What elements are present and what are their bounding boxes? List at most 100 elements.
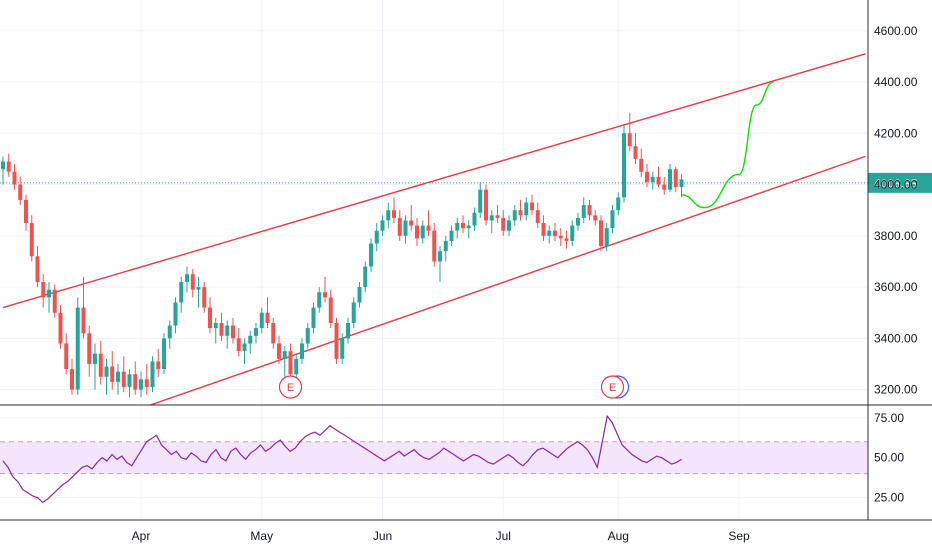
event-marker xyxy=(278,375,303,399)
candle-body xyxy=(139,379,143,390)
candle-body xyxy=(162,338,166,370)
last-price-badge xyxy=(868,172,932,193)
candle-body xyxy=(351,302,356,323)
last-price-label: 4006.65 xyxy=(874,177,918,191)
candle-body xyxy=(650,176,655,182)
candle-body xyxy=(202,287,207,308)
candle-body xyxy=(248,335,253,344)
rsi-tick-label: 50.00 xyxy=(874,451,904,465)
candle-body xyxy=(317,292,322,308)
candle-body xyxy=(173,302,178,326)
axes: 3200.00 3400.00 3600.00 3800.00 4000.00 4200.… xyxy=(0,0,932,543)
rsi-band-fill xyxy=(0,441,868,474)
candle-body xyxy=(558,235,563,239)
price-tick-label: 4400.00 xyxy=(874,75,918,89)
candle-body xyxy=(156,361,161,370)
candle-body xyxy=(501,217,506,231)
projection-path xyxy=(681,81,774,209)
candle-body xyxy=(627,133,632,147)
candle-body xyxy=(420,225,425,239)
price-tick-label: 4600.00 xyxy=(874,24,918,38)
rsi-tick-label: 75.00 xyxy=(874,411,904,425)
time-tick-label: Apr xyxy=(132,529,151,543)
candle-body xyxy=(271,322,276,344)
candle-body xyxy=(466,225,471,229)
candle-body xyxy=(673,169,678,188)
candle-body xyxy=(443,240,448,252)
candle-body xyxy=(300,343,304,359)
candle-body xyxy=(70,369,74,390)
time-tick-label: Sep xyxy=(728,529,750,543)
candle-body xyxy=(1,161,5,170)
candle-body xyxy=(93,353,97,364)
candle-body xyxy=(564,238,569,241)
candle-body xyxy=(426,225,431,231)
candle-body xyxy=(581,205,586,218)
candle-body xyxy=(334,322,339,359)
candle-body xyxy=(29,223,34,257)
candle-body xyxy=(668,169,672,190)
time-tick-label: Aug xyxy=(608,529,629,543)
candle-body xyxy=(553,230,557,236)
candle-body xyxy=(288,351,293,375)
price-tick-label: 3600.00 xyxy=(874,280,918,294)
candle-body xyxy=(622,133,626,198)
candle-body xyxy=(150,361,155,388)
candle-body xyxy=(127,374,132,388)
candle-body xyxy=(392,210,396,218)
event-marker xyxy=(600,375,625,399)
candle-body xyxy=(645,171,649,182)
candle-body xyxy=(259,312,264,329)
candle-body xyxy=(587,205,592,216)
candle-body xyxy=(305,328,310,344)
candles xyxy=(1,112,684,398)
candle-body xyxy=(616,197,621,211)
candle-body xyxy=(484,189,488,221)
candle-body xyxy=(254,328,258,336)
candle-body xyxy=(225,325,230,336)
candle-body xyxy=(403,220,408,236)
candle-body xyxy=(576,217,580,226)
candle-body xyxy=(357,287,362,303)
candle-body xyxy=(35,256,40,282)
price-tick-label: 4000.00 xyxy=(874,178,918,192)
candle-body xyxy=(340,338,345,359)
candle-body xyxy=(231,325,235,339)
candle-body xyxy=(242,343,247,352)
candle-body xyxy=(374,230,379,244)
price-tick-label: 3800.00 xyxy=(874,229,918,243)
candle-body xyxy=(236,338,241,352)
time-tick-label: Jun xyxy=(373,529,392,543)
candle-body xyxy=(12,171,17,185)
candle-body xyxy=(547,230,552,236)
candle-body xyxy=(116,371,120,382)
candle-body xyxy=(18,184,23,200)
candle-body xyxy=(535,210,540,224)
time-tick-label: Jul xyxy=(496,529,511,543)
candle-body xyxy=(662,184,667,190)
projection xyxy=(681,81,774,209)
candle-body xyxy=(219,322,224,336)
candle-body xyxy=(633,146,638,159)
candle-body xyxy=(121,371,126,388)
candle-body xyxy=(179,281,184,303)
last-price-line: 4006.65 xyxy=(0,172,932,193)
candle-body xyxy=(265,312,270,323)
candle-body xyxy=(41,281,46,298)
candle-body xyxy=(397,217,402,236)
candle-body xyxy=(507,220,511,231)
candle-body xyxy=(415,225,419,239)
candle-body xyxy=(518,210,523,216)
candle-body xyxy=(530,202,534,211)
rsi-band xyxy=(0,441,868,475)
candle-body xyxy=(604,228,609,247)
candle-body xyxy=(24,199,28,224)
candle-body xyxy=(524,202,529,216)
candle-body xyxy=(196,287,201,290)
candle-body xyxy=(541,223,546,236)
candle-body xyxy=(190,274,195,290)
price-tick-label: 4200.00 xyxy=(874,126,918,140)
